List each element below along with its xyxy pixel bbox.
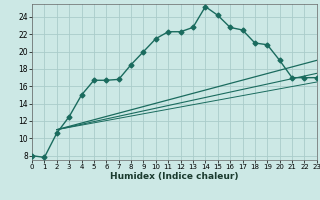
X-axis label: Humidex (Indice chaleur): Humidex (Indice chaleur): [110, 172, 239, 181]
